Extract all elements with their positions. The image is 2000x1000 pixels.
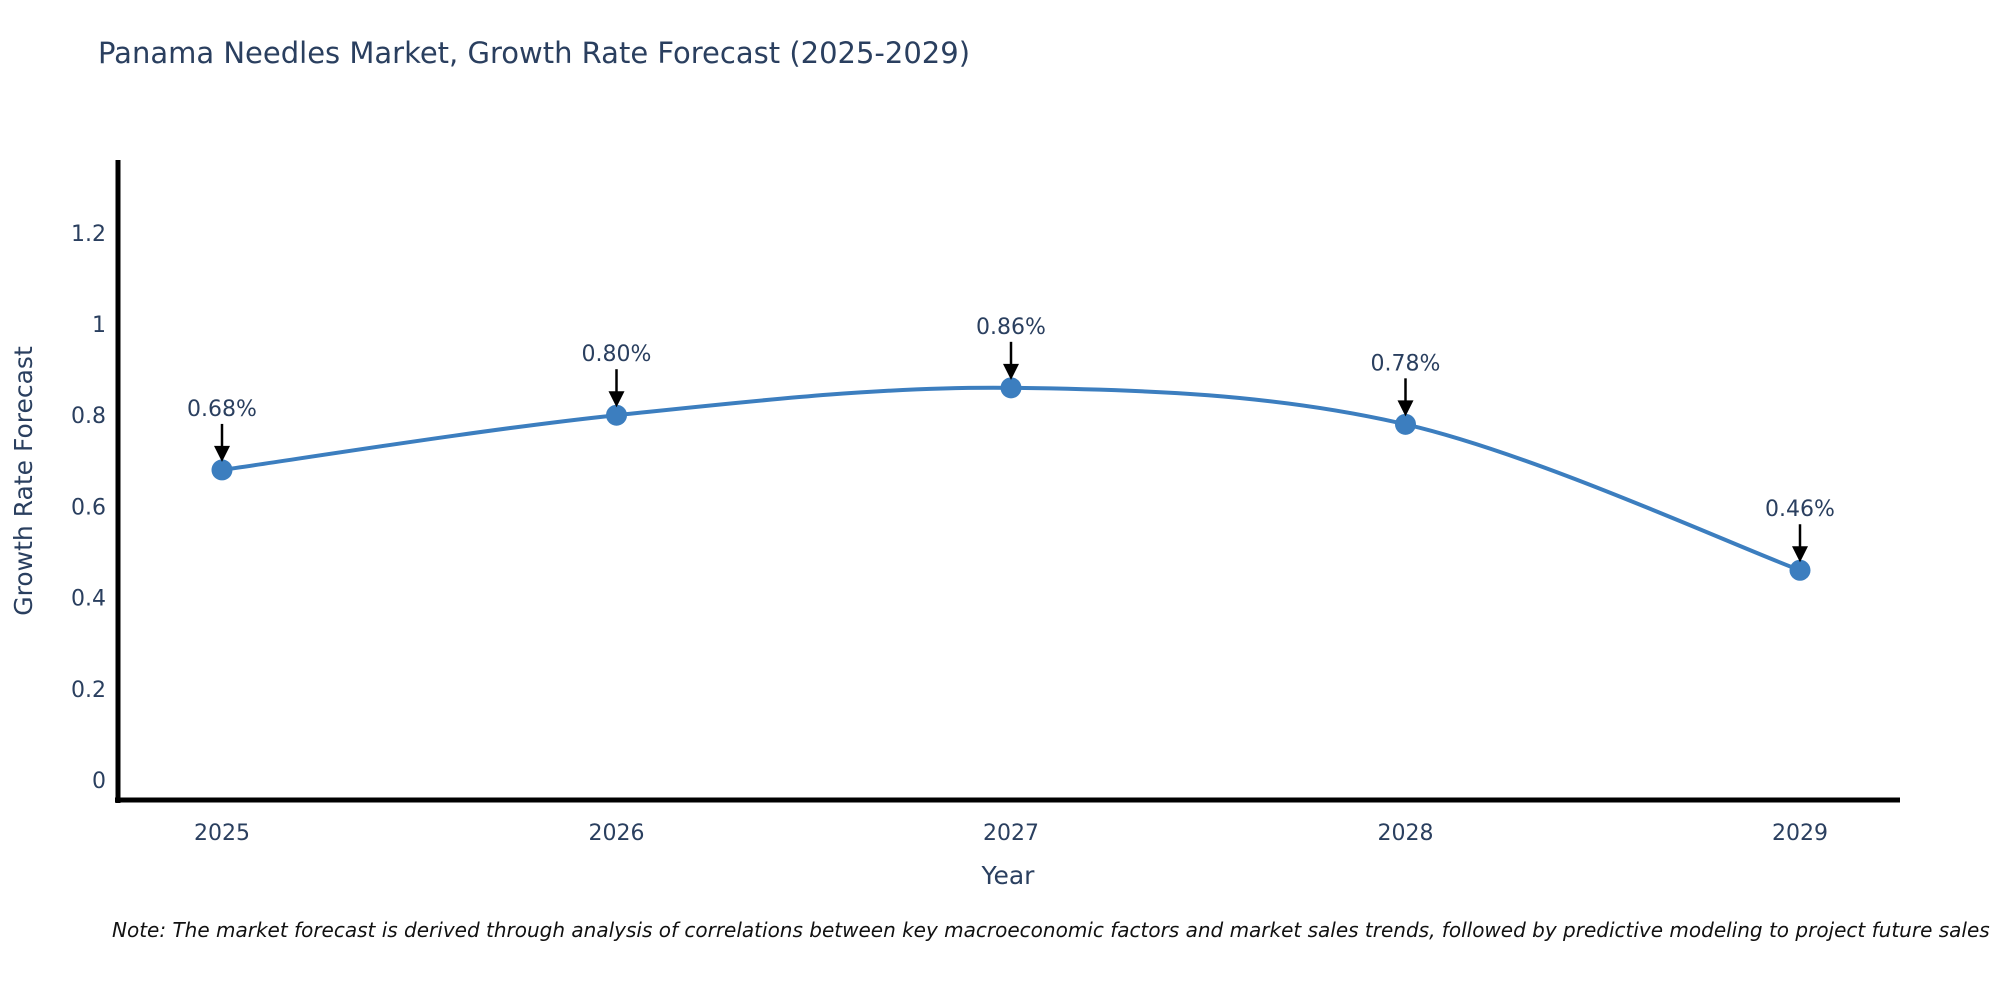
chart-title: Panama Needles Market, Growth Rate Forec… bbox=[98, 36, 970, 70]
point-value-label: 0.78% bbox=[1371, 351, 1441, 376]
data-point-marker bbox=[211, 459, 233, 481]
y-tick-label: 1.2 bbox=[71, 222, 106, 247]
footnote-text: Note: The market forecast is derived thr… bbox=[112, 918, 1990, 942]
x-tick-label: 2026 bbox=[589, 821, 645, 846]
data-point-marker bbox=[1789, 559, 1811, 581]
x-tick-label: 2027 bbox=[983, 821, 1039, 846]
y-tick-label: 0.6 bbox=[71, 495, 106, 520]
y-axis-title: Growth Rate Forecast bbox=[9, 346, 38, 616]
point-value-label: 0.46% bbox=[1765, 497, 1835, 522]
annotation-arrowhead-icon bbox=[1003, 363, 1019, 380]
x-tick-label: 2025 bbox=[194, 821, 250, 846]
point-value-label: 0.68% bbox=[187, 397, 257, 422]
annotation-arrowhead-icon bbox=[1792, 546, 1808, 563]
y-tick-label: 0 bbox=[92, 769, 106, 794]
data-series bbox=[211, 377, 1811, 581]
x-tick-label: 2029 bbox=[1772, 821, 1828, 846]
annotation-arrowhead-icon bbox=[1397, 400, 1414, 417]
forecast-line bbox=[221, 385, 1801, 573]
annotation-arrowhead-icon bbox=[214, 445, 230, 462]
y-tick-label: 0.2 bbox=[71, 678, 106, 703]
point-value-label: 0.86% bbox=[976, 315, 1046, 340]
y-tick-label: 1 bbox=[92, 313, 106, 338]
y-tick-label: 0.4 bbox=[71, 587, 106, 612]
x-axis-tick-labels: 2025 2026 2027 2028 2029 bbox=[194, 821, 1828, 846]
x-tick-label: 2028 bbox=[1378, 821, 1434, 846]
point-annotations: 0.68% 0.80% 0.86% 0.78% 0.46% bbox=[187, 315, 1835, 563]
y-axis-tick-labels: 0 0.2 0.4 0.6 0.8 1 1.2 bbox=[71, 222, 106, 794]
data-point-marker bbox=[1000, 377, 1022, 399]
data-point-marker bbox=[606, 404, 627, 426]
point-value-label: 0.80% bbox=[582, 342, 652, 367]
annotation-arrowhead-icon bbox=[608, 391, 625, 408]
data-point-marker bbox=[1395, 413, 1416, 435]
y-tick-label: 0.8 bbox=[71, 404, 106, 429]
x-axis-title: Year bbox=[981, 861, 1036, 890]
